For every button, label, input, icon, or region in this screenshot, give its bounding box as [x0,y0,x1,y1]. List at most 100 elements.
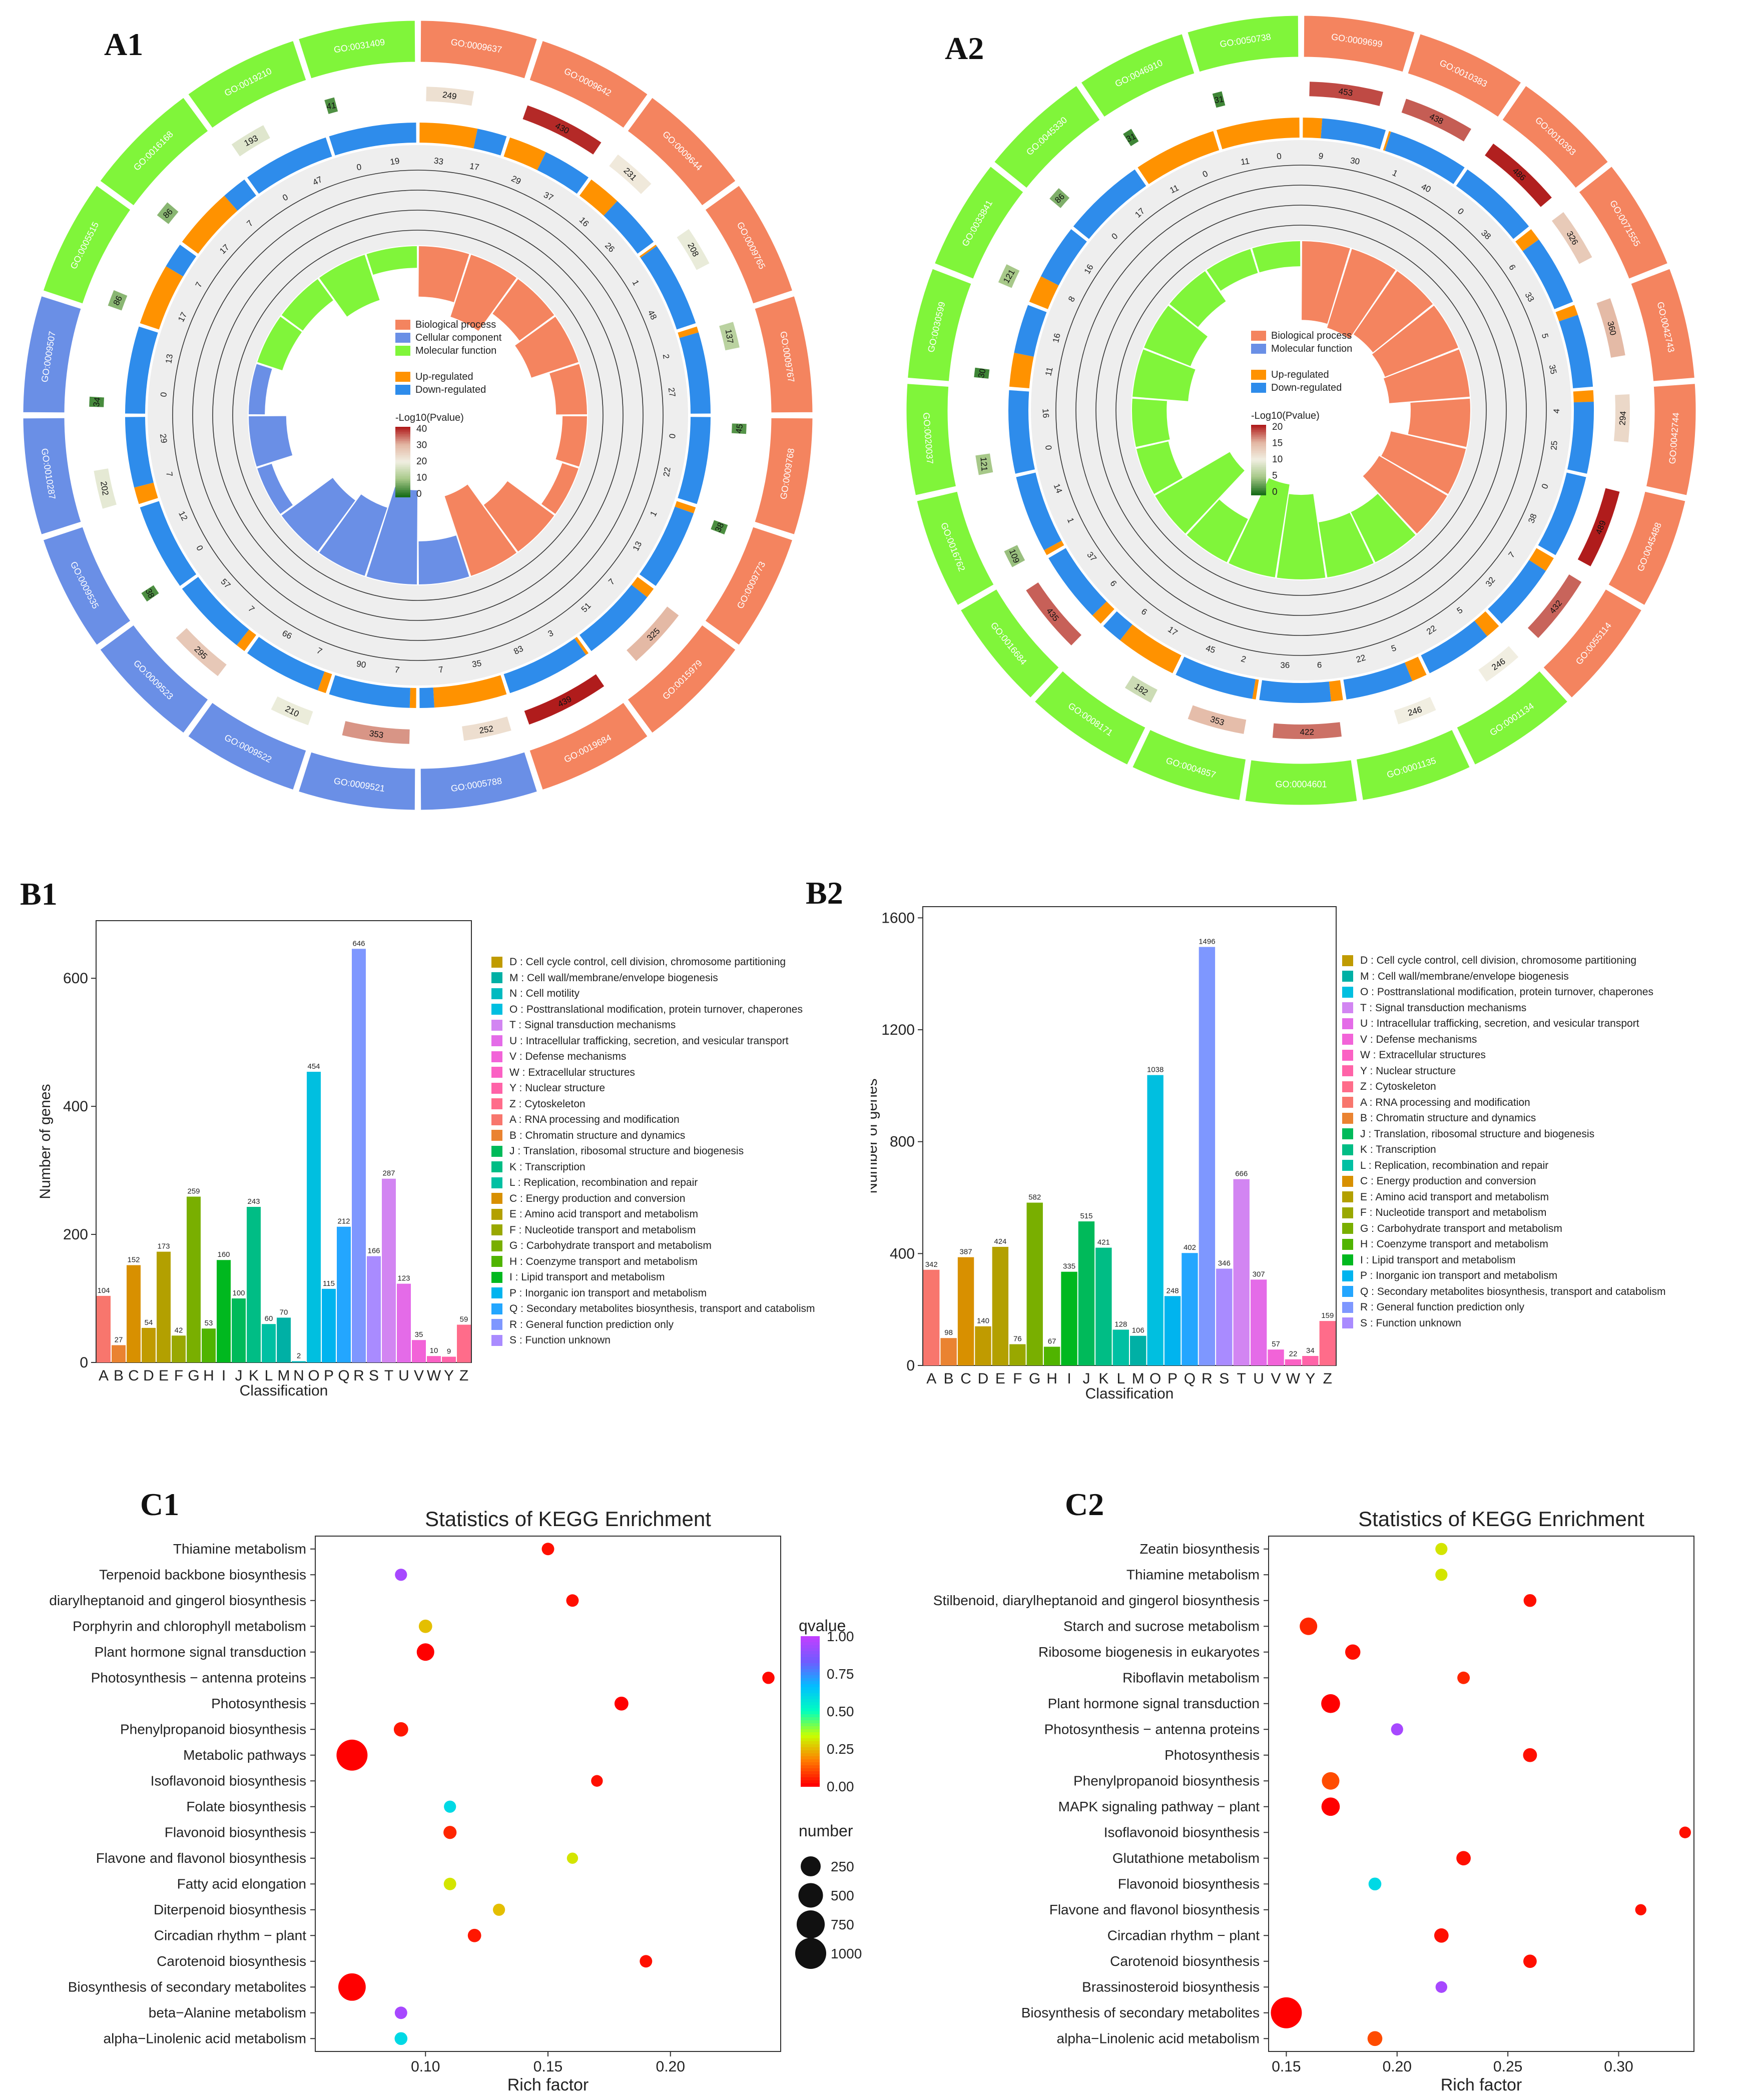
qvalue-gradient-step [801,1735,820,1739]
y-axis-title: Number of genes [871,1078,880,1193]
legend-label: C : Energy production and conversion [1360,1175,1536,1187]
scale-gradient-step [395,456,410,459]
legend-label: H : Coenzyme transport and metabolism [509,1255,698,1267]
legend-item: Q : Secondary metabolites biosynthesis, … [1342,1284,1665,1300]
go-term-segment [527,39,650,130]
panel-label-a1: A1 [104,27,144,62]
down-regulated-segment [1259,680,1331,703]
scale-gradient-step [395,483,410,485]
pvalue-bar [462,717,511,741]
legend-item: F : Nucleotide transport and metabolism [491,1222,815,1238]
enrichment-bubble [1391,1723,1403,1736]
legend-label: O : Posttranslational modification, prot… [1360,986,1653,998]
bar-G [1026,1202,1043,1365]
up-regulated-segment [1252,679,1259,699]
legend-swatch [1342,1018,1353,1029]
qvalue-gradient-step [801,1750,820,1754]
x-tick-label: 0.20 [656,2058,685,2075]
qvalue-gradient-step [801,1636,820,1640]
bar-S [367,1256,381,1362]
scale-gradient-step [1251,433,1266,436]
pvalue-bar [975,453,993,475]
x-tick-label: B [114,1367,124,1384]
bar-value-label: 53 [205,1319,213,1327]
pvalue-bar-count: 34 [92,397,103,408]
y-tick-label: 200 [63,1226,88,1243]
legend-item: C : Energy production and conversion [491,1191,815,1207]
legend-label: V : Defense mechanisms [1360,1033,1477,1045]
down-regulated-segment [1522,239,1573,309]
grid-circle [172,170,664,661]
down-regulated-segment [1488,560,1546,624]
qvalue-gradient-step [801,1690,820,1694]
enrichment-bubble [416,1643,434,1661]
pathway-label: Photosynthesis [211,1696,306,1711]
scale-gradient-step [395,490,410,492]
legend-item: U : Intracellular trafficking, secretion… [491,1033,815,1049]
legend-label: Y : Nuclear structure [1360,1065,1456,1077]
bar-value-label: 35 [415,1330,423,1339]
enrichment-bubble [1523,1594,1537,1607]
pvalue-bar [524,674,605,725]
bar-value-label: 2 [297,1351,301,1360]
pvalue-bar [426,87,474,106]
x-tick-label: D [978,1370,989,1387]
scale-gradient-step [395,477,410,480]
scale-gradient-step [1251,484,1266,487]
legend-swatch [491,988,502,999]
bar-value-label: 9 [447,1347,451,1355]
legend-label: Biological process [1271,330,1352,341]
scale-gradient-step [1251,449,1266,452]
pathway-label: Biosynthesis of secondary metabolites [1021,2005,1260,2020]
up-regulated-segment [639,244,657,258]
scale-gradient-step [1251,447,1266,450]
pvalue-bar [271,696,313,726]
down-regulated-segment [1040,229,1087,286]
pvalue-bar [1401,99,1471,142]
scale-gradient-step [395,486,410,489]
qvalue-gradient-step [801,1726,820,1730]
scale-gradient-step [395,449,410,452]
enrichment-bubble [393,1722,408,1737]
up-regulated-segment [503,137,546,170]
scale-gradient-step [1251,444,1266,446]
rich-factor-bar [444,484,517,576]
y-tick-label: 1600 [881,910,915,926]
rich-factor-bar [257,463,293,514]
bar-value-label: 346 [1218,1259,1231,1268]
bar-Y [442,1356,456,1362]
legend-label: Up-regulated [1271,369,1329,380]
rich-factor-bar [492,279,554,341]
up-regulated-segment [678,326,699,338]
legend-swatch [491,1067,502,1078]
up-count-label: 4 [1552,408,1562,414]
bar-value-label: 67 [1048,1337,1056,1346]
pathway-label: Stilbenoid, diarylheptanoid and gingerol… [933,1593,1260,1608]
down-count-label: 45 [1205,643,1217,655]
qvalue-gradient-step [801,1702,820,1706]
pvalue-bar [677,229,710,270]
legend-label: Down-regulated [415,384,486,395]
pathway-label: Carotenoid biosynthesis [1110,1953,1260,1969]
pvalue-bar [1188,705,1247,734]
legend-swatch [395,320,410,330]
qvalue-gradient-step [801,1669,820,1673]
up-regulated-segment [1120,624,1182,673]
legend-item: S : Function unknown [491,1332,815,1348]
legend-item: O : Posttranslational modification, prot… [1342,984,1665,1000]
legend-label: Molecular function [415,345,496,356]
rich-factor-bar [1207,249,1258,291]
up-regulated-segment [433,675,507,708]
down-regulated-segment [1538,472,1586,555]
scale-tick: 10 [416,473,427,483]
legend-label: N : Cell motility [509,988,580,999]
legend-label: Down-regulated [1271,382,1342,393]
number-legend-bubble [798,1883,823,1908]
down-count-label: 90 [356,659,367,670]
legend-item: T : Signal transduction mechanisms [491,1017,815,1033]
pathway-label: Ribosome biogenesis in eukaryotes [1038,1644,1260,1660]
pathway-label: Thiamine metabolism [1126,1567,1260,1582]
go-term-segment [1541,587,1643,700]
qvalue-gradient-step [801,1651,820,1655]
legend-swatch [1342,1097,1353,1108]
